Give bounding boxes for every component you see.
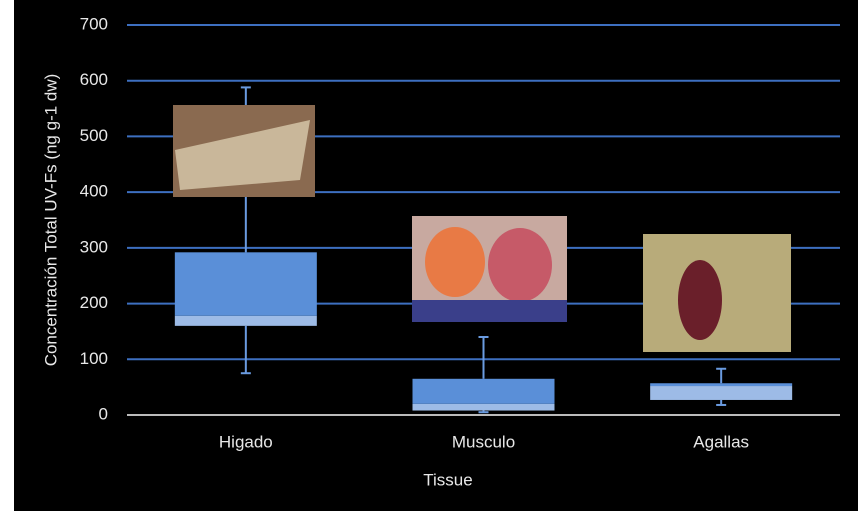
x-tick-label: Higado xyxy=(219,432,273,451)
x-tick-label: Musculo xyxy=(452,432,515,451)
box-upper xyxy=(174,252,317,316)
y-tick-label: 200 xyxy=(80,293,108,312)
box-lower xyxy=(412,403,555,411)
box-upper xyxy=(650,383,793,387)
y-tick-label: 400 xyxy=(80,182,108,201)
photo-detail xyxy=(488,228,552,302)
x-tick-label: Agallas xyxy=(693,432,749,451)
box-lower xyxy=(650,386,793,400)
y-axis-title: Concentración Total UV-Fs (ng g-1 dw) xyxy=(41,74,60,367)
y-tick-label: 700 xyxy=(80,14,108,33)
box-upper xyxy=(412,378,555,404)
y-tick-label: 300 xyxy=(80,237,108,256)
photo-detail xyxy=(412,300,567,322)
y-tick-label: 0 xyxy=(99,404,108,423)
photo-detail xyxy=(425,227,485,297)
photo-detail xyxy=(678,260,722,340)
y-tick-label: 600 xyxy=(80,70,108,89)
y-tick-label: 500 xyxy=(80,126,108,145)
x-axis-title: Tissue xyxy=(423,470,472,489)
box-lower xyxy=(174,315,317,326)
y-tick-label: 100 xyxy=(80,349,108,368)
photo-detail xyxy=(175,120,310,190)
